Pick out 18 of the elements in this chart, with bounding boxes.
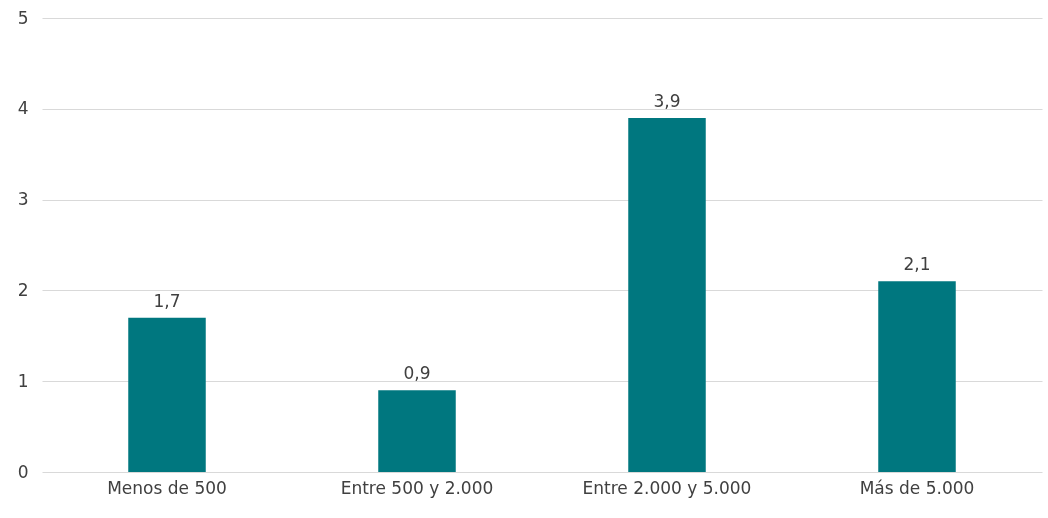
bar: [628, 117, 706, 472]
y-tick-label: 4: [17, 98, 29, 119]
y-tick-label: 3: [17, 189, 29, 210]
x-tick-label: Entre 2.000 y 5.000: [582, 477, 752, 498]
x-tick-label: Menos de 500: [107, 477, 227, 498]
y-tick-label: 2: [17, 279, 29, 300]
bar: [128, 317, 206, 472]
data-label: 3,9: [653, 90, 681, 111]
data-label: 2,1: [903, 254, 931, 275]
x-tick-label: Entre 500 y 2.000: [340, 477, 494, 498]
y-tick-label: 5: [17, 7, 29, 28]
y-tick-label: 1: [17, 370, 29, 391]
data-label: 1,7: [153, 290, 181, 311]
y-tick-label: 0: [17, 461, 29, 482]
bar: [878, 281, 956, 472]
bar: [378, 390, 456, 472]
x-tick-label: Más de 5.000: [859, 477, 975, 498]
data-label: 0,9: [403, 363, 431, 384]
